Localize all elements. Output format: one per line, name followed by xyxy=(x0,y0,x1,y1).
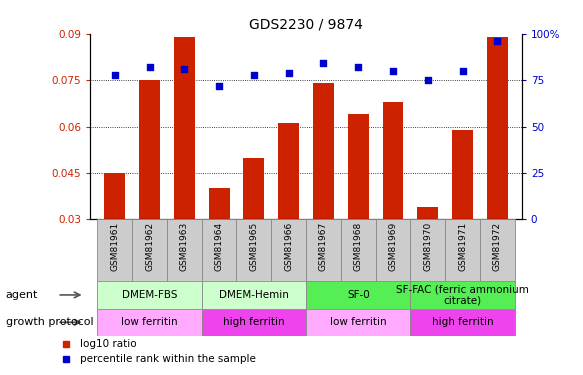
Bar xyxy=(104,173,125,219)
Bar xyxy=(417,207,438,219)
Bar xyxy=(306,281,410,309)
Bar xyxy=(452,130,473,219)
Point xyxy=(423,77,433,83)
Text: GSM81961: GSM81961 xyxy=(110,222,119,271)
Bar xyxy=(410,219,445,281)
Bar xyxy=(132,219,167,281)
Text: low ferritin: low ferritin xyxy=(121,317,178,327)
Text: SF-0: SF-0 xyxy=(347,290,370,300)
Point xyxy=(493,38,502,44)
Text: high ferritin: high ferritin xyxy=(223,317,285,327)
Title: GDS2230 / 9874: GDS2230 / 9874 xyxy=(249,17,363,31)
Text: GSM81969: GSM81969 xyxy=(388,222,398,271)
Bar xyxy=(410,281,515,309)
Bar xyxy=(202,219,237,281)
Bar xyxy=(375,219,410,281)
Bar xyxy=(348,114,368,219)
Text: GSM81968: GSM81968 xyxy=(354,222,363,271)
Point xyxy=(110,72,120,78)
Bar xyxy=(445,219,480,281)
Text: GSM81972: GSM81972 xyxy=(493,222,502,271)
Text: percentile rank within the sample: percentile rank within the sample xyxy=(80,354,255,364)
Text: log10 ratio: log10 ratio xyxy=(80,339,136,350)
Text: GSM81965: GSM81965 xyxy=(250,222,258,271)
Bar xyxy=(382,102,403,219)
Point xyxy=(458,68,468,74)
Bar xyxy=(97,281,202,309)
Text: DMEM-Hemin: DMEM-Hemin xyxy=(219,290,289,300)
Bar xyxy=(209,188,230,219)
Bar xyxy=(97,309,202,336)
Bar xyxy=(237,219,271,281)
Point xyxy=(249,72,258,78)
Point xyxy=(284,70,293,76)
Bar xyxy=(97,219,132,281)
Point xyxy=(180,66,189,72)
Bar xyxy=(139,80,160,219)
Point xyxy=(388,68,398,74)
Point xyxy=(319,60,328,66)
Text: GSM81970: GSM81970 xyxy=(423,222,433,271)
Bar xyxy=(174,37,195,219)
Text: GSM81967: GSM81967 xyxy=(319,222,328,271)
Text: GSM81962: GSM81962 xyxy=(145,222,154,271)
Bar xyxy=(480,219,515,281)
Bar xyxy=(278,123,299,219)
Bar xyxy=(306,309,410,336)
Bar xyxy=(271,219,306,281)
Text: GSM81964: GSM81964 xyxy=(215,222,224,271)
Bar xyxy=(487,37,508,219)
Text: high ferritin: high ferritin xyxy=(432,317,493,327)
Text: growth protocol: growth protocol xyxy=(6,317,93,327)
Text: SF-FAC (ferric ammonium
citrate): SF-FAC (ferric ammonium citrate) xyxy=(396,284,529,306)
Bar xyxy=(202,281,306,309)
Text: GSM81963: GSM81963 xyxy=(180,222,189,271)
Bar xyxy=(202,309,306,336)
Bar xyxy=(167,219,202,281)
Bar xyxy=(244,158,264,219)
Point xyxy=(145,64,154,70)
Point xyxy=(354,64,363,70)
Text: DMEM-FBS: DMEM-FBS xyxy=(122,290,177,300)
Text: GSM81971: GSM81971 xyxy=(458,222,467,271)
Bar xyxy=(306,219,341,281)
Text: low ferritin: low ferritin xyxy=(330,317,387,327)
Bar xyxy=(410,309,515,336)
Bar xyxy=(313,83,334,219)
Text: GSM81966: GSM81966 xyxy=(284,222,293,271)
Bar xyxy=(341,219,375,281)
Text: agent: agent xyxy=(6,290,38,300)
Point xyxy=(215,83,224,89)
